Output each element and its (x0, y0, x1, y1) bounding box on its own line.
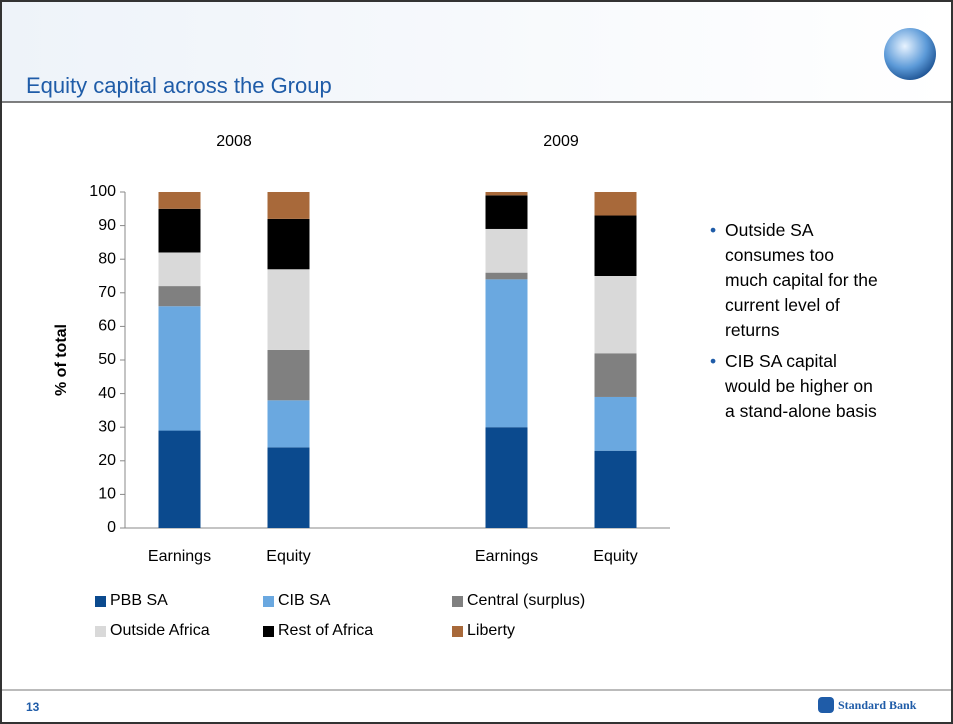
legend-label: Rest of Africa (278, 622, 373, 639)
bar-segment (594, 215, 637, 276)
y-tick-label: 40 (98, 385, 116, 402)
bar-segment (267, 269, 310, 350)
x-tick-label: Equity (593, 548, 637, 565)
bar-segment (594, 353, 637, 397)
legend-swatch (452, 626, 463, 637)
y-tick-label: 90 (98, 217, 116, 234)
bar-segment (485, 228, 528, 273)
legend-swatch (95, 626, 106, 637)
bar-segment (158, 252, 201, 287)
x-tick-label: Earnings (148, 548, 211, 565)
x-tick-label: Earnings (475, 548, 538, 565)
bullet: Outside SA consumes too much capital for… (710, 218, 880, 343)
bar-segment (594, 276, 637, 354)
group-label: 2009 (543, 133, 579, 150)
page-number: 13 (26, 700, 40, 714)
bar-segment (267, 349, 310, 401)
bar-segment (594, 450, 637, 528)
y-axis-label: % of total (53, 324, 70, 396)
bullet-list: Outside SA consumes too much capital for… (710, 218, 880, 430)
bar-segment (158, 286, 201, 307)
legend-label: CIB SA (278, 592, 331, 609)
legend-swatch (452, 596, 463, 607)
y-tick-label: 50 (98, 351, 116, 368)
logo: Standard Bank (838, 698, 917, 712)
header-band (2, 2, 951, 102)
bar-segment (594, 396, 637, 451)
legend-swatch (263, 626, 274, 637)
y-tick-label: 0 (107, 519, 116, 536)
slide-title: Equity capital across the Group (26, 73, 332, 98)
bar-segment (267, 192, 310, 219)
legend-label: PBB SA (110, 592, 168, 609)
bar-segment (267, 447, 310, 528)
legend-swatch (263, 596, 274, 607)
bar-segment (594, 192, 637, 216)
bar-segment (158, 208, 201, 253)
bar-segment (485, 195, 528, 229)
y-tick-label: 30 (98, 418, 116, 435)
logo-icon (818, 697, 834, 713)
group-label: 2008 (216, 133, 252, 150)
globe-icon (884, 28, 936, 80)
bar-segment (485, 279, 528, 428)
bar-segment (267, 400, 310, 448)
bar-segment (485, 192, 528, 196)
y-tick-label: 100 (89, 183, 116, 200)
y-tick-label: 10 (98, 486, 116, 503)
x-tick-label: Equity (266, 548, 310, 565)
bar-segment (158, 192, 201, 209)
y-tick-label: 80 (98, 250, 116, 267)
bar-segment (158, 430, 201, 528)
bullet: CIB SA capital would be higher on a stan… (710, 349, 880, 424)
bar-segment (485, 272, 528, 280)
bar-segment (267, 218, 310, 270)
y-tick-label: 60 (98, 318, 116, 335)
bar-segment (158, 306, 201, 431)
legend-label: Central (surplus) (467, 592, 585, 609)
y-tick-label: 20 (98, 452, 116, 469)
legend-label: Outside Africa (110, 622, 210, 639)
legend-label: Liberty (467, 622, 515, 639)
bar-segment (485, 427, 528, 528)
y-tick-label: 70 (98, 284, 116, 301)
legend-swatch (95, 596, 106, 607)
